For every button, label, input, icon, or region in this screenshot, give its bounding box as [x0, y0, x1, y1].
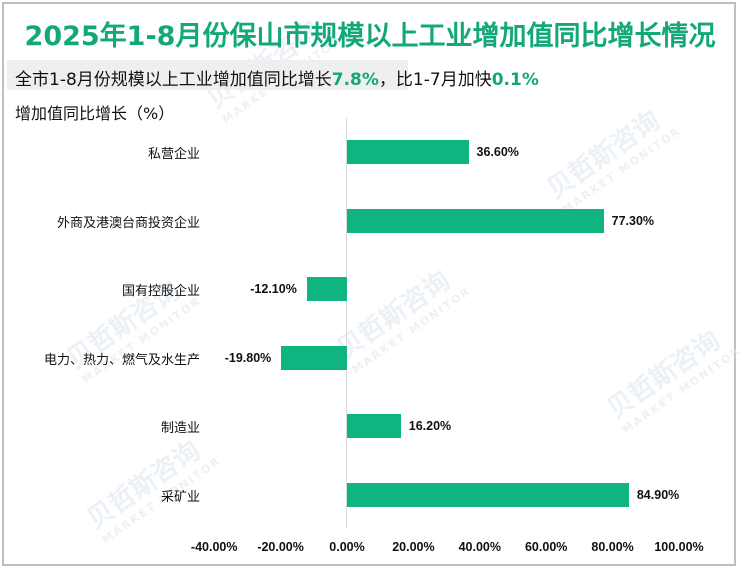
y-axis-label: 增加值同比增长（%） — [15, 104, 175, 123]
subtitle-prefix: 全市1-8月份规模以上工业增加值同比增长 — [15, 70, 332, 90]
bar — [347, 140, 469, 164]
x-tick-label: 20.00% — [392, 540, 435, 554]
category-label: 外商及港澳台商投资企业 — [56, 215, 200, 231]
x-tick-label: 100.00% — [654, 540, 704, 554]
bar — [347, 208, 604, 233]
growth-value: 7.8% — [331, 70, 379, 90]
subtitle-background — [7, 60, 408, 90]
bar — [347, 482, 629, 507]
x-tick-label: 80.00% — [591, 540, 634, 554]
value-label: 36.60% — [476, 145, 519, 159]
subtitle: 全市1-8月份规模以上工业增加值同比增长7.8%，比1-7月加快0.1% — [15, 65, 539, 90]
value-label: -19.80% — [224, 350, 272, 365]
zero-axis-line — [346, 118, 347, 528]
category-label: 采矿业 — [160, 489, 200, 505]
bar — [306, 277, 347, 301]
x-tick-label: -40.00% — [190, 540, 238, 554]
value-label: -12.10% — [250, 282, 297, 296]
x-tick-label: 0.00% — [329, 540, 365, 554]
x-tick-label: 60.00% — [524, 540, 568, 554]
accel-value: 0.1% — [491, 70, 539, 90]
category-label: 私营企业 — [147, 147, 200, 162]
category-label: 电力、热力、燃气及水生产 — [43, 352, 200, 368]
x-tick-label: -20.00% — [257, 540, 304, 554]
value-label: 77.30% — [611, 213, 655, 228]
bar — [347, 414, 401, 438]
value-label: 84.90% — [636, 487, 680, 502]
category-label: 国有控股企业 — [121, 284, 200, 299]
chart-title: 2025年1-8月份保山市规模以上工业增加值同比增长情况 — [24, 21, 716, 52]
subtitle-middle: ，比1-7月加快 — [378, 70, 492, 90]
value-label: 16.20% — [408, 419, 452, 433]
category-label: 制造业 — [160, 421, 200, 436]
bar — [281, 345, 347, 370]
x-tick-label: 40.00% — [458, 540, 501, 554]
chart-frame — [2, 2, 736, 566]
